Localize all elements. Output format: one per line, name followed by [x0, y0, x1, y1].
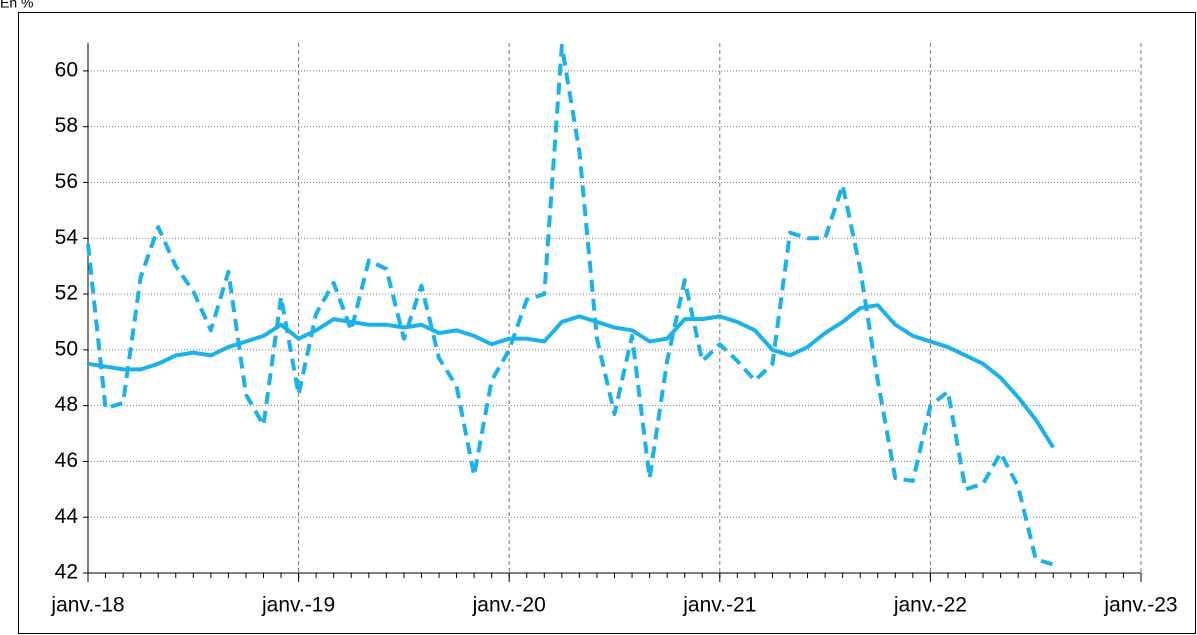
line-series [87, 303, 1055, 449]
y-tick-label: 42 [55, 561, 78, 584]
x-tick-label: janv.-21 [682, 594, 756, 617]
y-tick-label: 56 [55, 170, 78, 193]
x-tick-label: janv.-18 [50, 594, 124, 617]
y-tick-label: 48 [55, 393, 78, 416]
x-tick-label: janv.-19 [261, 594, 335, 617]
y-tick-label: 54 [55, 226, 79, 249]
y-tick-label: 60 [55, 58, 78, 81]
y-tick-label: 50 [55, 337, 78, 360]
y-axis-unit: En % [0, 0, 33, 11]
y-tick-label: 46 [55, 449, 78, 472]
x-tick-label: janv.-23 [1103, 594, 1177, 617]
x-tick-label: janv.-20 [472, 594, 546, 617]
y-tick-label: 44 [55, 505, 79, 528]
x-tick-label: janv.-22 [893, 594, 967, 617]
y-tick-label: 52 [55, 282, 78, 305]
chart-frame [18, 12, 1196, 634]
y-tick-label: 58 [55, 114, 78, 137]
line-series [86, 43, 1054, 567]
